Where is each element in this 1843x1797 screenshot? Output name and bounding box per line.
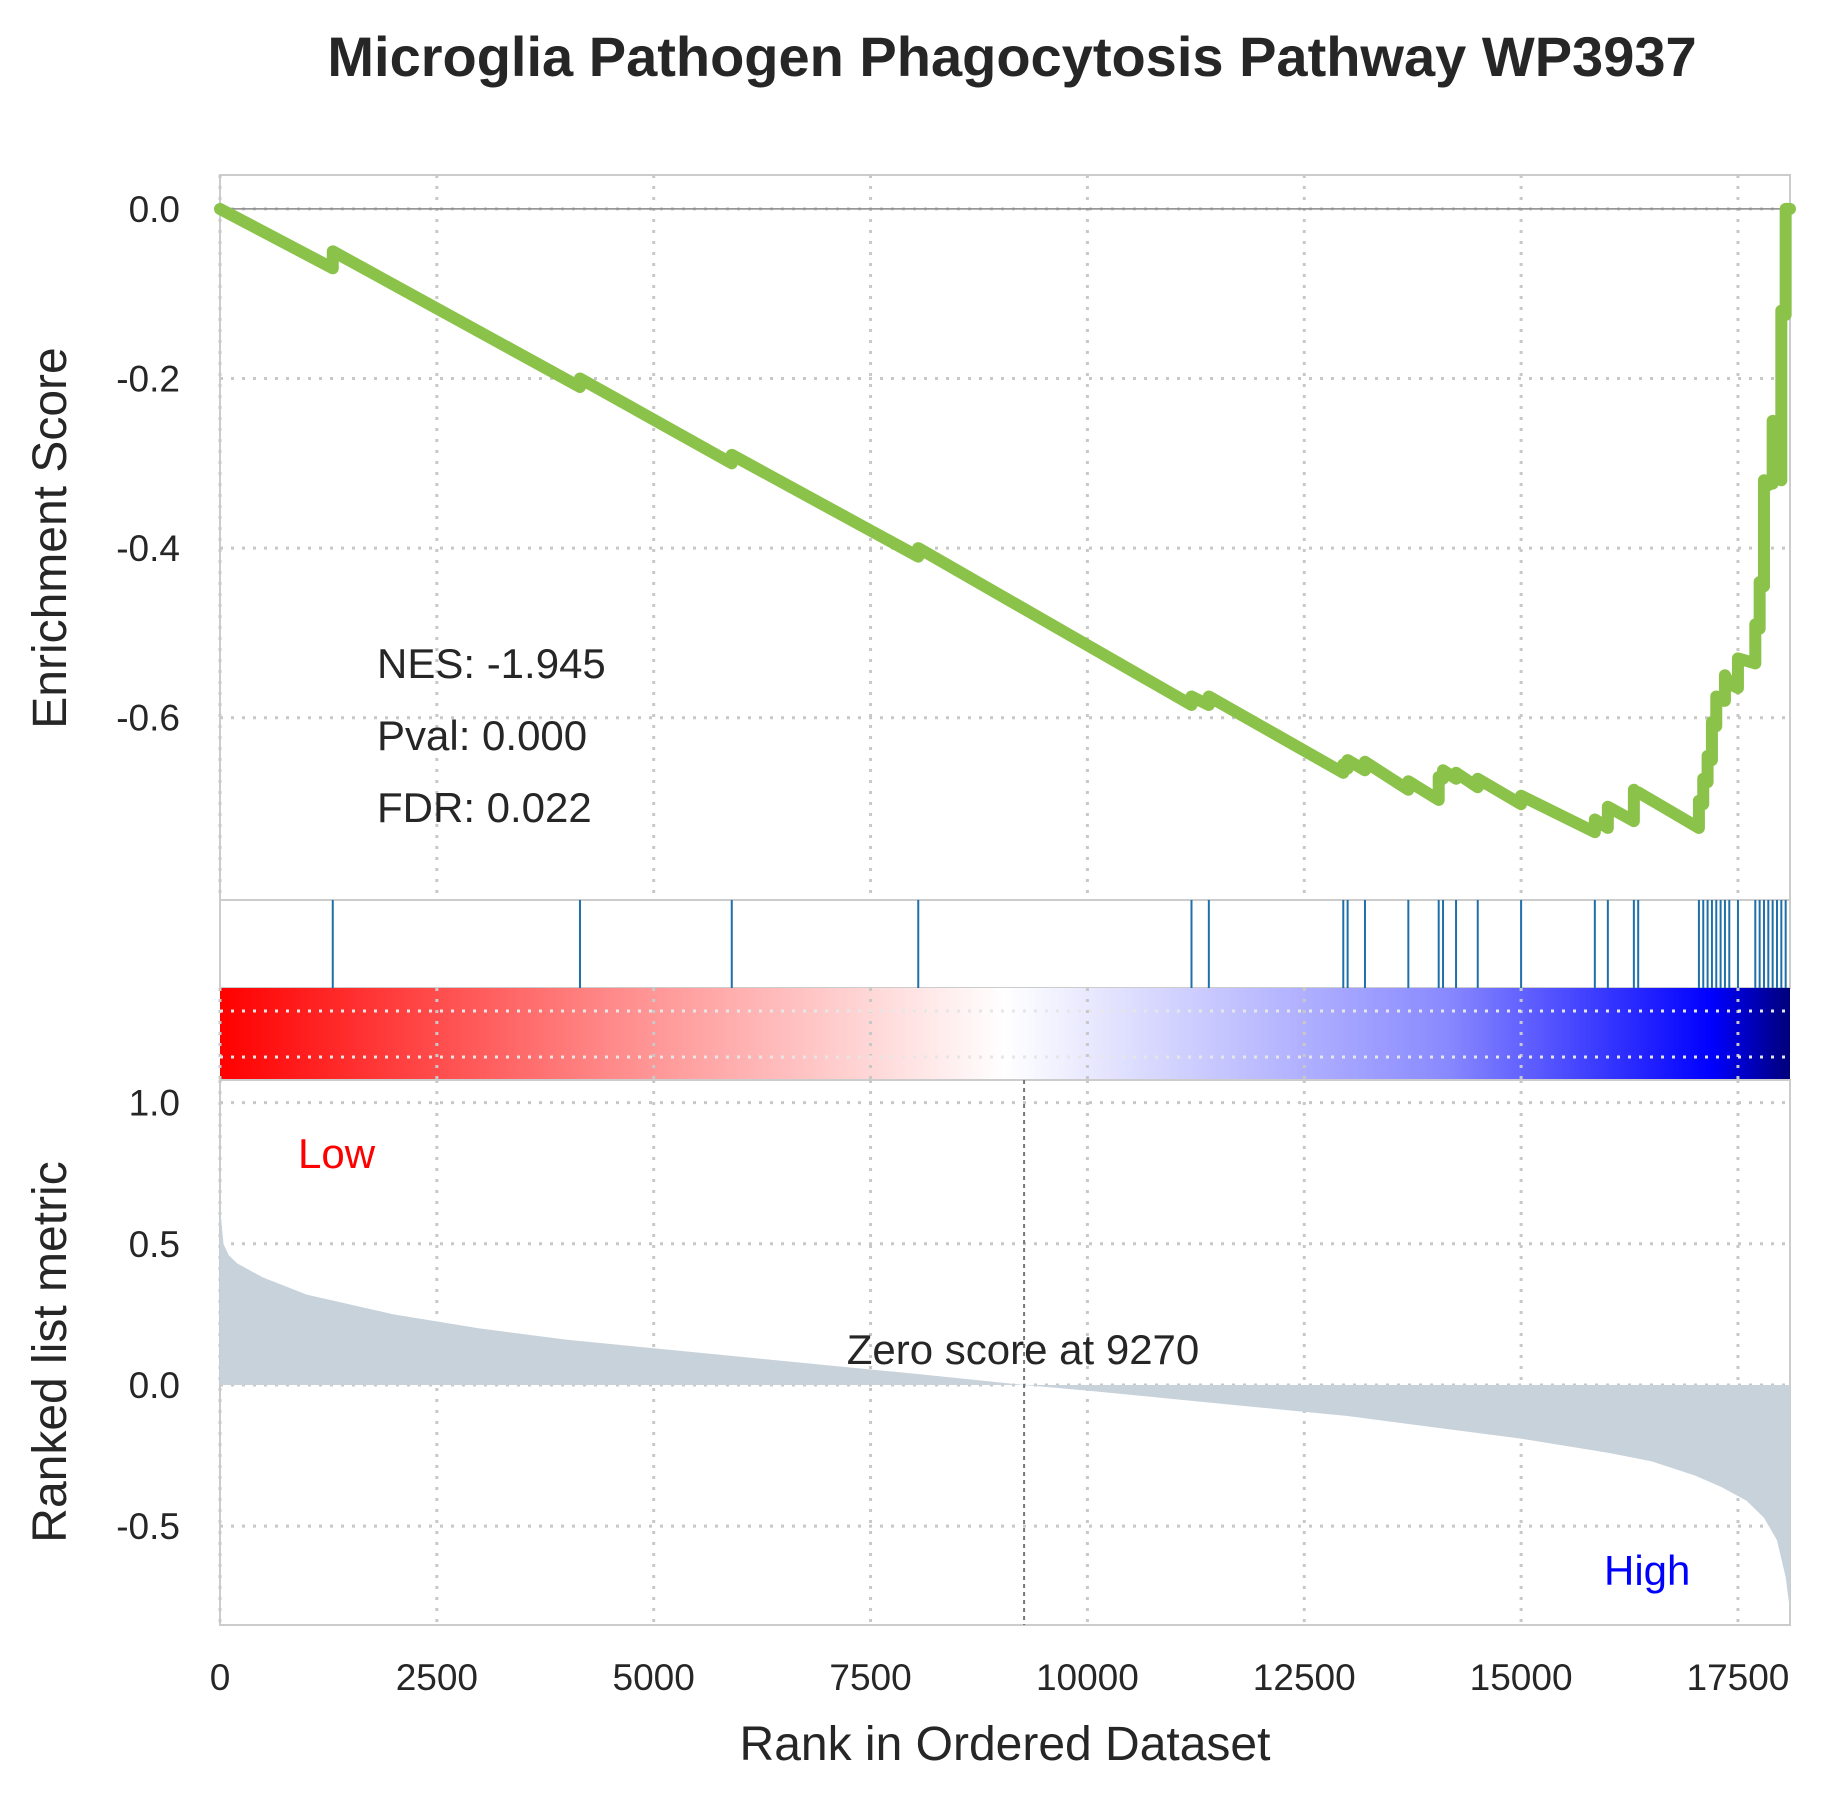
metric-area-fill <box>220 1173 1790 1611</box>
y-tick-label-metric: 0.0 <box>129 1365 180 1406</box>
ranked-metric-area <box>220 1080 1790 1625</box>
x-tick-label: 7500 <box>829 1657 911 1698</box>
pval-stat: Pval: 0.000 <box>377 712 587 759</box>
y-tick-label-es: -0.4 <box>116 528 180 569</box>
x-tick-label: 17500 <box>1687 1657 1790 1698</box>
low-label: Low <box>298 1130 376 1177</box>
high-label: High <box>1604 1547 1690 1594</box>
axis-tick-labels: 0 2500 5000 7500 10000 12500 15000 17500 0.0 -0.2… <box>116 189 1789 1698</box>
x-tick-label: 15000 <box>1470 1657 1573 1698</box>
x-tick-label: 0 <box>210 1657 231 1698</box>
x-tick-label: 2500 <box>396 1657 478 1698</box>
y-tick-label-metric: 0.5 <box>129 1224 180 1265</box>
chart-title: Microglia Pathogen Phagocytosis Pathway … <box>327 25 1696 88</box>
nes-stat: NES: -1.945 <box>377 640 606 687</box>
y-tick-label-es: 0.0 <box>129 189 180 230</box>
x-axis-label: Rank in Ordered Dataset <box>740 1718 1271 1771</box>
x-tick-label: 12500 <box>1253 1657 1356 1698</box>
running-enrichment-score <box>214 202 1796 839</box>
grid-lines <box>218 175 1790 1625</box>
y-tick-label-metric: 1.0 <box>129 1083 180 1124</box>
x-tick-label: 10000 <box>1036 1657 1139 1698</box>
x-tick-label: 5000 <box>613 1657 695 1698</box>
y-tick-label-es: -0.2 <box>116 359 180 400</box>
y-tick-label-metric: -0.5 <box>116 1506 180 1547</box>
fdr-stat: FDR: 0.022 <box>377 784 592 831</box>
hits-panel-frame <box>219 899 1791 989</box>
running-es-line <box>214 202 1796 839</box>
zero-score-label: Zero score at 9270 <box>847 1326 1200 1373</box>
gene-hit-markers <box>331 900 1787 988</box>
y-axis-label-enrichment: Enrichment Score <box>24 347 77 729</box>
y-axis-label-metric: Ranked list metric <box>24 1161 77 1542</box>
rank-colorbar <box>220 988 1790 1080</box>
y-tick-label-es: -0.6 <box>116 698 180 739</box>
